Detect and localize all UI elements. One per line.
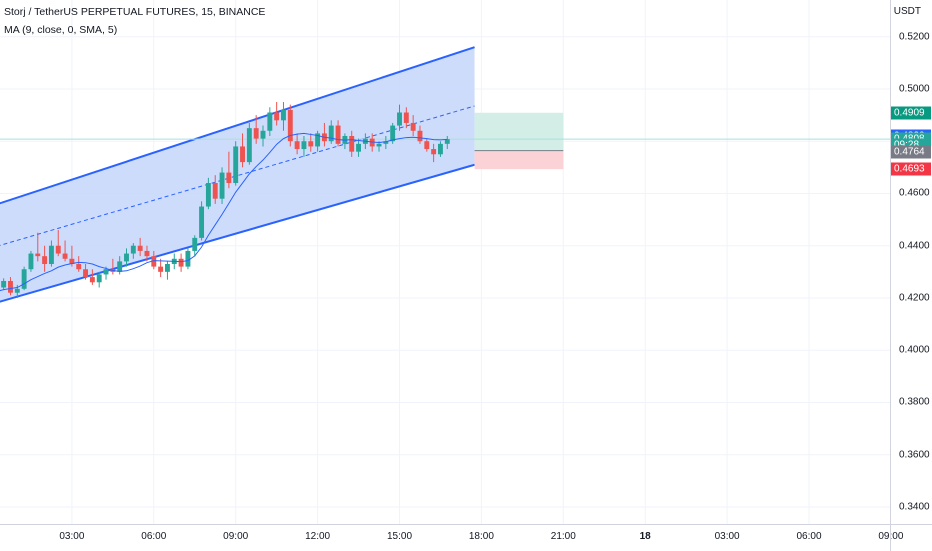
time-axis[interactable]: 03:00 06:00 09:00 12:00 15:00 18:00 21:00 18 03:… xyxy=(0,524,903,551)
time-tick-label: 06:00 xyxy=(141,531,167,542)
price-tick-label: 0.5200 xyxy=(899,31,930,43)
price-tick-label: 0.4200 xyxy=(899,292,930,304)
candle-body xyxy=(383,141,389,144)
candle-body xyxy=(390,125,396,142)
candle-body xyxy=(301,141,307,150)
candle-body xyxy=(137,245,143,251)
candle-body xyxy=(376,143,382,147)
time-tick-label: 12:00 xyxy=(305,531,331,542)
price-tick-label: 0.4400 xyxy=(899,240,930,252)
candle-body xyxy=(246,128,252,163)
currency-label: USDT xyxy=(893,6,921,17)
candle-body xyxy=(62,253,68,259)
price-tick-label: 0.3600 xyxy=(899,449,930,461)
price-chart[interactable] xyxy=(0,0,890,524)
candle-body xyxy=(274,112,280,121)
candle-body xyxy=(281,109,286,121)
axis-corner xyxy=(890,524,932,551)
candlestick-series xyxy=(1,102,450,298)
candle-body xyxy=(89,277,95,283)
candle-body xyxy=(253,128,259,139)
candle-body xyxy=(240,146,245,163)
indicator-legend[interactable]: MA (9, close, 0, SMA, 5) xyxy=(4,24,118,36)
candle-body xyxy=(164,264,170,272)
candle-body xyxy=(369,138,375,147)
candle-body xyxy=(417,130,423,142)
candle-body xyxy=(178,258,184,267)
candle-body xyxy=(205,183,211,207)
candle-body xyxy=(226,172,232,184)
price-tag: 0.4909 xyxy=(891,106,931,120)
candle-body xyxy=(83,269,89,278)
candle-body xyxy=(158,266,164,272)
ma-line xyxy=(0,132,448,292)
candle-body xyxy=(96,274,102,283)
time-tick-label: 06:00 xyxy=(796,531,822,542)
candle-body xyxy=(199,206,205,238)
candle-body xyxy=(335,125,341,144)
candle-body xyxy=(124,253,129,262)
time-tick-label: 18:00 xyxy=(468,531,494,542)
candle-body xyxy=(117,261,123,272)
time-tick-label: 15:00 xyxy=(386,531,413,542)
candle-body xyxy=(431,149,437,155)
price-tick-label: 0.3400 xyxy=(899,501,930,513)
candle-body xyxy=(48,245,54,264)
time-tick-label: 18 xyxy=(639,531,651,542)
candle-body xyxy=(35,253,41,257)
price-axis[interactable]: USDT 0.3400 0.3600 0.3800 0.4000 0.4200 0.440… xyxy=(890,0,932,524)
candle-body xyxy=(1,280,7,288)
time-tick-label: 09:00 xyxy=(223,531,249,542)
candle-body xyxy=(233,146,239,184)
candle-body xyxy=(397,112,402,126)
stop-zone xyxy=(474,150,564,170)
long-position-tool[interactable] xyxy=(474,112,564,170)
time-tick-label: 21:00 xyxy=(550,531,576,542)
candle-body xyxy=(437,143,443,155)
time-tick-label: 03:00 xyxy=(59,531,85,542)
candle-body xyxy=(69,258,75,264)
candle-body xyxy=(151,256,157,267)
candle-body xyxy=(294,141,300,150)
candle-body xyxy=(260,130,266,139)
candle-body xyxy=(356,143,362,152)
time-tick-label: 03:00 xyxy=(714,531,740,542)
candle-body xyxy=(267,112,273,131)
target-zone xyxy=(474,112,564,151)
candle-body xyxy=(103,269,109,275)
price-tag: 0.4764 xyxy=(891,145,931,159)
chart-plot-area[interactable]: Storj / TetherUS PERPETUAL FUTURES, 15, … xyxy=(0,0,890,524)
candle-body xyxy=(287,109,293,142)
candle-body xyxy=(42,256,48,264)
candle-body xyxy=(76,264,82,270)
price-tick-label: 0.3800 xyxy=(899,396,930,408)
price-tick-label: 0.4000 xyxy=(899,344,930,356)
moving-average-line xyxy=(0,132,448,292)
candle-body xyxy=(308,141,314,147)
candle-body xyxy=(328,125,334,142)
price-tick-label: 0.4600 xyxy=(899,187,930,199)
candle-body xyxy=(212,183,218,199)
candle-body xyxy=(219,172,225,199)
candle-body xyxy=(424,141,430,150)
channel-lower-line xyxy=(0,163,475,303)
candle-body xyxy=(21,269,27,289)
price-tag: 0.4693 xyxy=(891,162,931,176)
candle-body xyxy=(185,250,191,267)
channel-upper-line xyxy=(0,46,475,205)
candle-body xyxy=(349,136,355,152)
candle-body xyxy=(28,253,34,270)
candle-body xyxy=(144,250,150,257)
candle-body xyxy=(192,237,198,251)
candle-body xyxy=(410,122,416,131)
candle-body xyxy=(130,245,136,254)
candle-body xyxy=(8,280,13,293)
price-tick-label: 0.5000 xyxy=(899,83,930,95)
candle-body xyxy=(444,139,450,144)
candle-body xyxy=(315,133,321,147)
candle-body xyxy=(403,112,409,123)
candle-body xyxy=(55,245,61,254)
symbol-legend[interactable]: Storj / TetherUS PERPETUAL FUTURES, 15, … xyxy=(4,6,266,18)
candle-body xyxy=(14,288,20,293)
